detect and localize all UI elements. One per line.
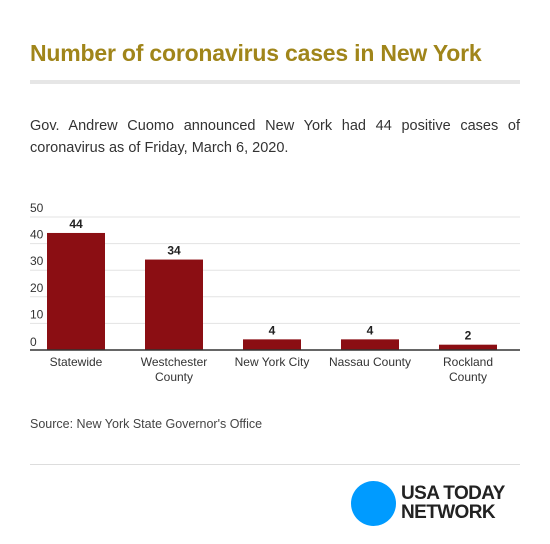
y-tick-label: 20: [30, 281, 44, 295]
logo-line-1: USA TODAY: [401, 483, 505, 504]
x-category-label: Westchester County: [141, 355, 207, 384]
chart-description: Gov. Andrew Cuomo announced New York had…: [30, 118, 520, 156]
y-tick-label: 50: [30, 201, 44, 215]
x-category-label: Statewide: [50, 355, 103, 369]
bar: [341, 339, 399, 350]
y-tick-label: 10: [30, 307, 44, 321]
bar-value-label: 4: [367, 323, 374, 337]
bar-value-label: 4: [269, 323, 276, 337]
logo-dot-icon: [351, 481, 396, 526]
x-category-label: New York City: [235, 355, 310, 369]
x-category-label: Nassau County: [329, 355, 411, 369]
bar: [439, 344, 497, 350]
y-tick-label: 0: [30, 335, 37, 349]
bar-value-label: 2: [465, 329, 472, 343]
title-divider: [30, 80, 520, 84]
source-note: Source: New York State Governor's Office: [30, 417, 263, 431]
usa-today-network-logo: USA TODAY NETWORK: [351, 481, 521, 527]
y-tick-label: 40: [30, 228, 44, 242]
footer-divider: [30, 464, 520, 465]
y-tick-label: 30: [30, 254, 44, 268]
chart-title: Number of coronavirus cases in New York: [30, 40, 482, 66]
bar-value-label: 34: [167, 244, 181, 258]
logo-line-2: NETWORK: [401, 502, 496, 523]
bar: [47, 232, 105, 350]
bar-value-label: 44: [69, 217, 83, 231]
bar: [145, 259, 203, 350]
bar: [243, 339, 301, 350]
x-category-label: Rockland County: [443, 355, 493, 384]
